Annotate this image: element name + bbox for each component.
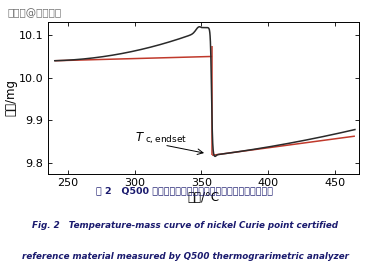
Text: $\mathrm{c,endset}$: $\mathrm{c,endset}$ (145, 134, 187, 146)
Text: 搜狐号@国检检测: 搜狐号@国检检测 (7, 8, 61, 18)
Y-axis label: 质量/mg: 质量/mg (4, 80, 17, 116)
Text: $T$: $T$ (135, 131, 145, 144)
Text: reference material measured by Q500 thermograrimetric analyzer: reference material measured by Q500 ther… (21, 252, 349, 261)
X-axis label: 温度/°C: 温度/°C (188, 191, 219, 204)
Text: 图 2   Q500 热重分析仪测量镍居里点标准物质时的热重曲线: 图 2 Q500 热重分析仪测量镍居里点标准物质时的热重曲线 (97, 186, 273, 195)
Text: Fig. 2   Temperature-mass curve of nickel Curie point certified: Fig. 2 Temperature-mass curve of nickel … (32, 221, 338, 230)
